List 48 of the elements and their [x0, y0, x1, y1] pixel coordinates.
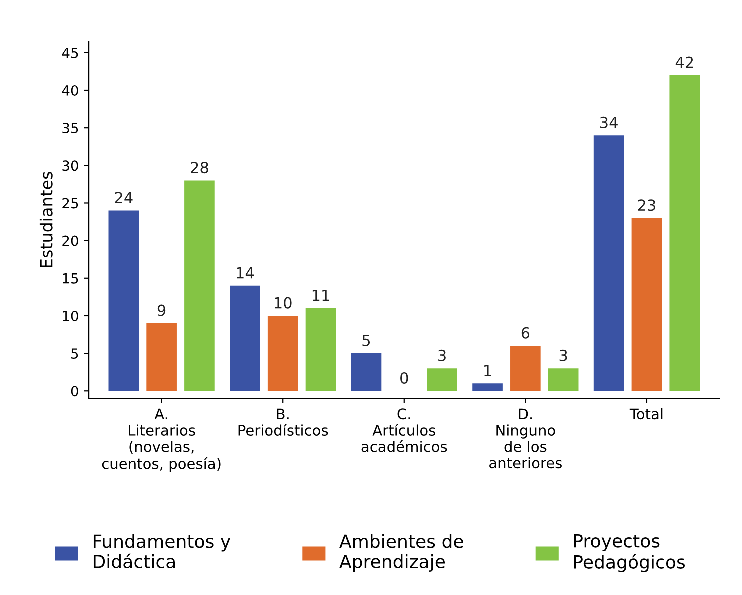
data-label: 10 — [275, 297, 292, 309]
data-label: 24 — [115, 192, 133, 204]
bar — [230, 286, 260, 392]
bar — [548, 368, 579, 392]
bar — [472, 384, 503, 392]
y-tick-label: 45 — [62, 48, 78, 58]
x-tick-label: Total — [630, 408, 663, 420]
y-tick-label: 35 — [62, 123, 78, 134]
y-tick-label: 15 — [63, 274, 78, 284]
data-label: 11 — [312, 290, 330, 302]
data-label: 14 — [237, 267, 254, 279]
bar — [184, 180, 215, 392]
data-label: 34 — [600, 116, 618, 128]
data-label: 23 — [638, 200, 656, 212]
legend-label: Proyectos Pedagógicos — [574, 534, 686, 572]
y-tick-label: 10 — [63, 310, 78, 322]
data-label: 1 — [484, 365, 492, 376]
y-tick-label: 25 — [62, 198, 78, 209]
data-label: 0 — [400, 372, 408, 384]
y-tick-label: 20 — [62, 236, 78, 246]
x-tick-label: A. Literarios (novelas, cuentos, poesía) — [102, 408, 221, 472]
legend-label: Fundamentos y Didáctica — [94, 534, 231, 569]
y-axis-title: Estudiantes — [40, 172, 53, 268]
bar — [510, 346, 541, 392]
y-tick-label: 5 — [72, 348, 78, 360]
x-tick-label: D. Ninguno de los anteriores — [490, 408, 562, 469]
bar — [594, 136, 624, 392]
data-label: 42 — [676, 56, 694, 68]
x-tick-label: C. Artículos académicos — [362, 408, 448, 452]
data-label: 9 — [158, 304, 166, 316]
data-label: 5 — [362, 335, 370, 346]
bar — [351, 354, 382, 392]
bar — [268, 316, 298, 392]
x-tick-label: B. Periodísticos — [238, 408, 328, 436]
bar — [108, 210, 140, 392]
data-label: 6 — [522, 327, 530, 339]
bar — [632, 218, 662, 392]
bar — [427, 368, 458, 392]
data-label: 28 — [191, 162, 208, 174]
data-label: 3 — [560, 350, 568, 362]
y-tick-label: 30 — [62, 160, 78, 172]
bar — [306, 308, 336, 392]
y-tick-label: 0 — [71, 386, 78, 397]
bar — [670, 75, 700, 392]
legend-label: Ambientes de Aprendizaje — [340, 534, 464, 572]
data-label: 3 — [438, 350, 446, 362]
bar — [146, 323, 177, 392]
y-tick-label: 40 — [62, 85, 78, 96]
